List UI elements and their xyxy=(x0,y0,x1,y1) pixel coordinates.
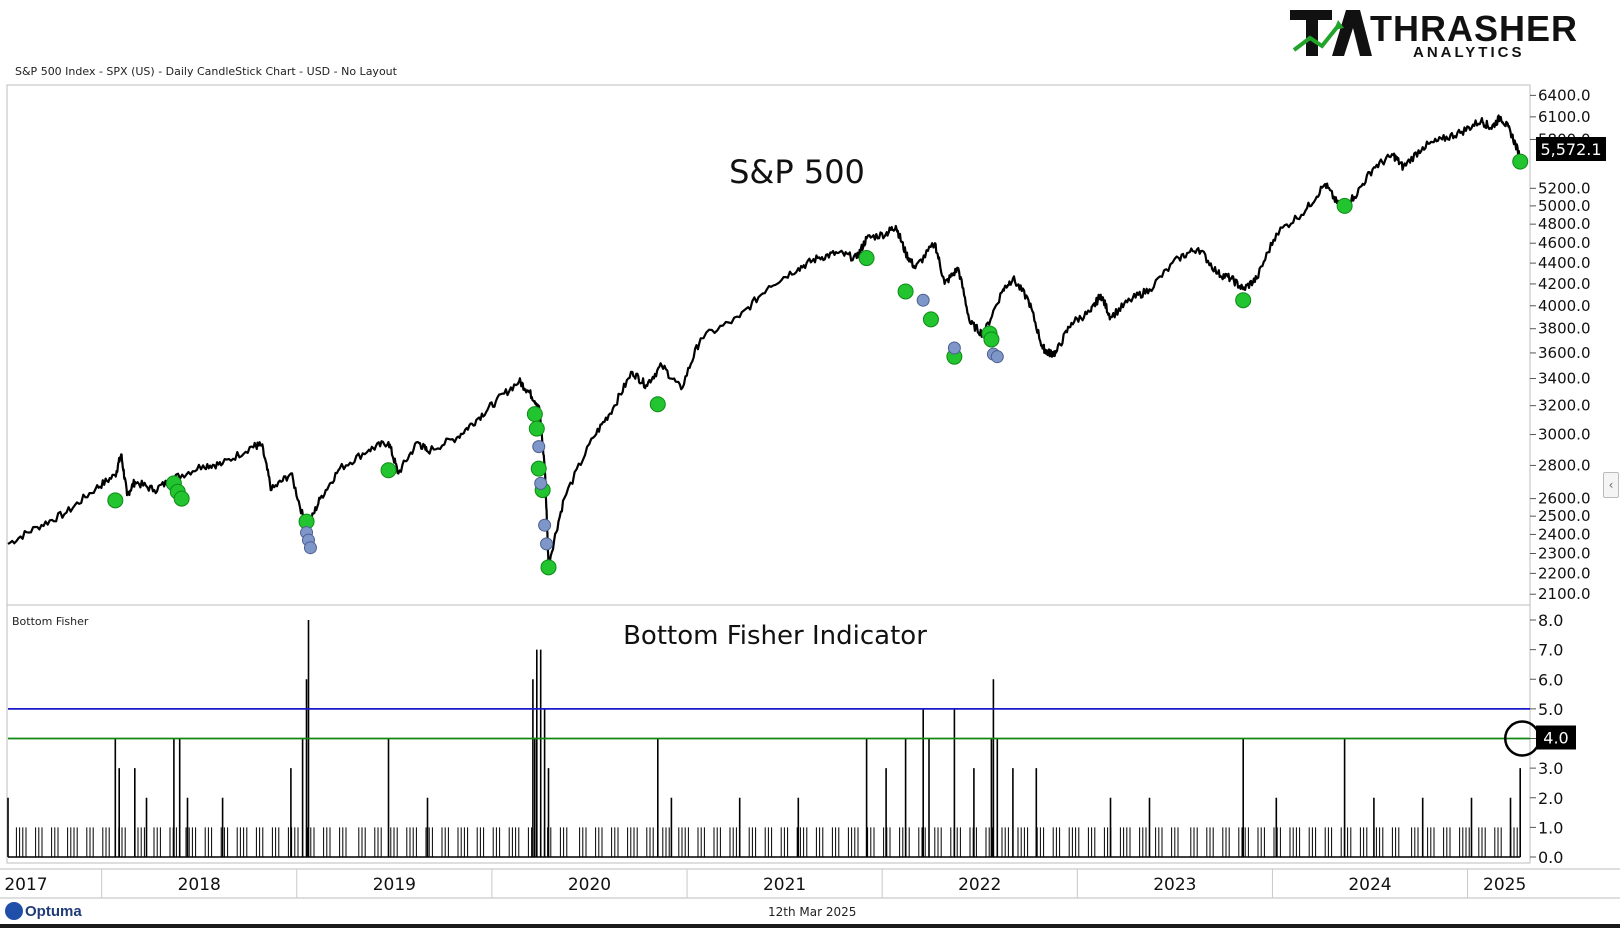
price-y-tick-label: 5000.0 xyxy=(1538,197,1591,215)
x-tick-label: 2025 xyxy=(1483,875,1526,895)
indicator-y-tick-label: 1.0 xyxy=(1538,818,1563,837)
green-signal-dot xyxy=(1235,292,1252,309)
ta-logo-icon xyxy=(1290,10,1372,56)
green-signal-dot xyxy=(380,462,397,479)
indicator-panel-frame xyxy=(6,604,1531,864)
green-signal-dot xyxy=(649,396,666,413)
blue-signal-dot xyxy=(947,341,961,355)
price-y-tick-label: 3000.0 xyxy=(1538,426,1591,444)
price-y-tick-label: 4000.0 xyxy=(1538,297,1591,315)
price-chart-title: S&P 500 xyxy=(729,153,865,191)
indicator-bars xyxy=(7,620,1521,857)
footer-date: 12th Mar 2025 xyxy=(768,905,857,919)
x-tick-label: 2018 xyxy=(178,875,221,895)
green-signal-dot xyxy=(530,460,547,477)
last-indicator-label-bg xyxy=(1536,725,1576,750)
chart-info-header: S&P 500 Index - SPX (US) - Daily CandleS… xyxy=(15,65,397,78)
blue-signal-dot xyxy=(916,293,930,307)
last-price-label-bg xyxy=(1536,137,1606,161)
blue-signal-dot xyxy=(540,537,554,551)
price-y-tick-label: 6400.0 xyxy=(1538,86,1591,104)
price-y-tick-label: 2200.0 xyxy=(1538,564,1591,582)
price-y-tick-label: 4800.0 xyxy=(1538,215,1591,233)
price-y-tick-label: 3200.0 xyxy=(1538,397,1591,415)
green-signal-dot xyxy=(107,492,124,509)
green-signal-dot xyxy=(983,331,1000,348)
green-signal-dot xyxy=(858,250,875,267)
green-signal-dot xyxy=(922,311,939,328)
blue-signal-dot xyxy=(538,518,552,532)
highlight-circle xyxy=(1503,720,1541,757)
green-signal-dot xyxy=(526,406,543,423)
price-y-tick-label: 4200.0 xyxy=(1538,275,1591,293)
indicator-y-tick-label: 2.0 xyxy=(1538,789,1563,808)
last-price-label: 5,572.1 xyxy=(1540,140,1601,159)
indicator-chart-title: Bottom Fisher Indicator xyxy=(623,621,927,651)
indicator-y-tick-label: 6.0 xyxy=(1538,670,1563,689)
x-tick-label: 2024 xyxy=(1348,875,1391,895)
indicator-short-title: Bottom Fisher xyxy=(12,615,89,628)
green-signal-dot xyxy=(528,420,545,437)
blue-signal-dot xyxy=(990,350,1004,364)
price-y-tick-label: 2400.0 xyxy=(1538,525,1591,543)
price-y-tick-label: 3600.0 xyxy=(1538,344,1591,362)
indicator-y-tick-label: 7.0 xyxy=(1538,641,1563,660)
blue-signal-dot xyxy=(303,541,317,555)
price-y-tick-label: 4600.0 xyxy=(1538,234,1591,252)
price-y-tick-label: 2500.0 xyxy=(1538,507,1591,525)
indicator-y-tick-label: 3.0 xyxy=(1538,759,1563,778)
x-tick-label: 2020 xyxy=(568,875,611,895)
price-y-tick-label: 3800.0 xyxy=(1538,320,1591,338)
green-signal-dot xyxy=(897,283,914,300)
collapse-panel-button[interactable]: ‹ xyxy=(1603,472,1619,498)
sp500-price-line xyxy=(7,114,1521,567)
thrasher-logo: THRASHER ANALYTICS xyxy=(1288,6,1577,64)
x-tick-label: 2017 xyxy=(4,875,47,895)
green-signal-dot xyxy=(540,559,557,576)
price-y-tick-label: 4400.0 xyxy=(1538,254,1591,272)
optuma-logo: Optuma xyxy=(5,902,82,921)
blue-signal-dot xyxy=(532,440,546,454)
price-y-tick-label: 5200.0 xyxy=(1538,179,1591,197)
x-tick-label: 2021 xyxy=(763,875,806,895)
x-tick-label: 2023 xyxy=(1153,875,1196,895)
price-y-tick-label: 2100.0 xyxy=(1538,585,1591,603)
price-y-tick-label: 6100.0 xyxy=(1538,108,1591,126)
green-signal-dot xyxy=(173,490,190,507)
price-y-tick-label: 2300.0 xyxy=(1538,544,1591,562)
x-tick-label: 2022 xyxy=(958,875,1001,895)
blue-signal-dot xyxy=(534,476,548,490)
x-tick-label: 2019 xyxy=(373,875,416,895)
optuma-name: Optuma xyxy=(25,903,82,920)
green-signal-dot xyxy=(1336,197,1353,214)
indicator-y-tick-label: 8.0 xyxy=(1538,611,1563,630)
price-y-tick-label: 3400.0 xyxy=(1538,370,1591,388)
price-y-tick-label: 2600.0 xyxy=(1538,490,1591,508)
green-signal-dot xyxy=(1512,153,1529,170)
optuma-icon xyxy=(5,902,23,921)
price-y-tick-label: 2800.0 xyxy=(1538,456,1591,474)
indicator-y-tick-label: 5.0 xyxy=(1538,700,1563,719)
logo-subtitle: ANALYTICS xyxy=(1413,44,1525,61)
last-indicator-label: 4.0 xyxy=(1543,729,1568,748)
logo-name: THRASHER xyxy=(1370,8,1579,49)
indicator-y-tick-label: 0.0 xyxy=(1538,848,1563,867)
